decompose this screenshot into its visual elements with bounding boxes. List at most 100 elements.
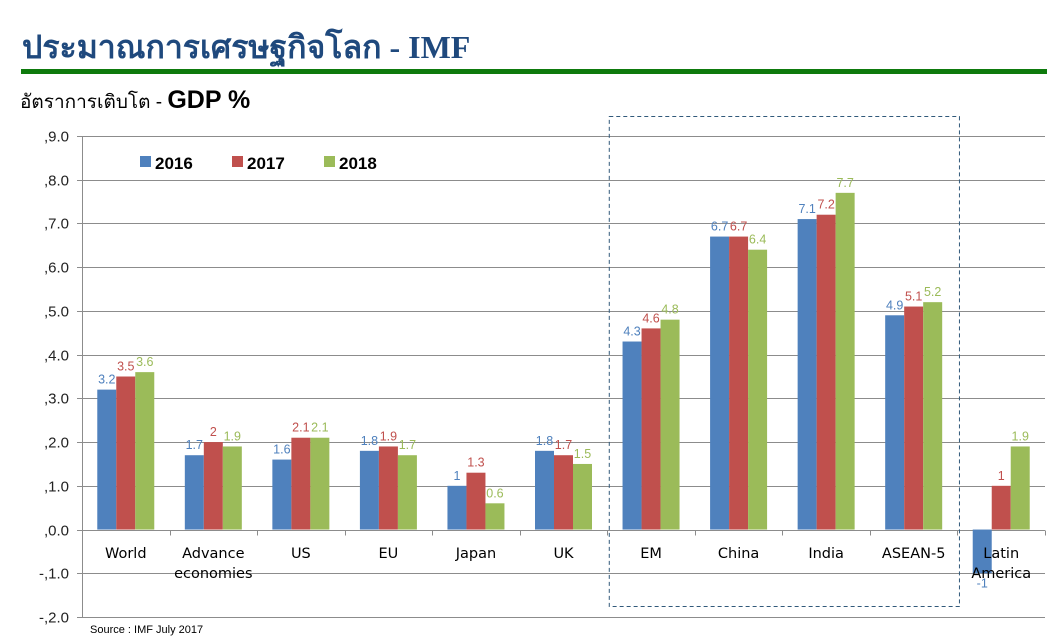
bars [97, 192, 1030, 574]
bar-2018 [748, 249, 768, 530]
subtitle-metric: GDP % [167, 86, 251, 114]
bar-2017 [378, 446, 398, 530]
bar-2017 [116, 376, 136, 530]
data-label-2018: 4.8 [661, 303, 678, 317]
data-label-2018: 1.9 [224, 429, 241, 443]
bar-2016 [535, 450, 554, 530]
bar-2017 [466, 472, 486, 530]
axes: -,2.0 -,1.0 ,0.0 ,1.0 ,2.0 ,3.0 ,4.0 ,5.0 ,6.0 ,7… [39, 129, 1046, 627]
data-label-2018: 1.9 [1012, 429, 1029, 443]
data-labels: 3.2 1.7 1.6 1.8 1 1.8 4.3 6.7 7.1 4.9 -1 3.5 2 2.1 1.9… [98, 176, 1029, 590]
source-note: Source : IMF July 2017 [90, 624, 204, 636]
category-label: US [291, 546, 311, 562]
data-label-2017: 1.7 [555, 438, 572, 452]
data-label-2017: 2.1 [292, 421, 309, 435]
bar-2017 [203, 442, 223, 530]
category-label: UK [553, 546, 574, 562]
legend-label-2018: 2018 [339, 154, 377, 173]
category-label: Latin [983, 546, 1019, 562]
data-label-2016: 3.2 [98, 373, 115, 387]
legend-swatch-2018 [324, 156, 335, 167]
legend-swatch-2017 [232, 156, 243, 167]
highlight-box-emerging [608, 116, 960, 607]
bar-2017 [641, 328, 661, 530]
subtitle-thai: อัตราการเติบโต - [20, 92, 168, 113]
y-tick-label: -,2.0 [39, 610, 69, 627]
category-label: World [105, 546, 147, 562]
category-label: EU [379, 546, 399, 562]
bar-2018 [835, 192, 855, 530]
bar-2016 [797, 219, 817, 530]
data-label-2017: 1.9 [380, 429, 397, 443]
category-label: America [971, 566, 1031, 582]
category-label: EM [640, 546, 662, 562]
highlight-box-layer [608, 116, 960, 607]
legend: 2016 2017 2018 [140, 154, 377, 173]
bar-2018 [660, 319, 680, 530]
legend-label-2017: 2017 [247, 154, 285, 173]
data-label-2017: 1.3 [467, 456, 484, 470]
category-label: China [718, 546, 759, 562]
data-label-2017: 3.5 [117, 360, 134, 374]
data-label-2016: 1.7 [186, 438, 203, 452]
data-label-2016: 1.8 [536, 434, 553, 448]
bar-2016 [885, 315, 905, 530]
bar-2017 [291, 437, 311, 530]
bar-2017 [816, 214, 836, 530]
bar-2018 [923, 302, 943, 530]
category-labels: World Advance economies US EU Japan UK EM China I… [105, 546, 1031, 582]
data-label-2016: 7.1 [798, 202, 815, 216]
data-label-2017: 5.1 [905, 290, 922, 304]
data-label-2016: 4.3 [623, 325, 640, 339]
y-tick-label: ,5.0 [44, 304, 69, 321]
bar-2016 [97, 389, 117, 530]
category-label: Advance [182, 546, 244, 562]
category-label: economies [174, 566, 252, 582]
bar-2016 [359, 450, 379, 530]
data-label-2018: 5.2 [924, 285, 941, 299]
bar-2018 [573, 463, 592, 530]
data-label-2018: 3.6 [136, 355, 153, 369]
bar-2018 [1010, 446, 1030, 530]
y-tick-label: ,7.0 [44, 216, 69, 233]
data-label-2018: 6.4 [749, 233, 766, 247]
y-tick-label: ,8.0 [44, 173, 69, 190]
data-label-2018: 7.7 [836, 176, 853, 190]
bar-2018 [397, 455, 417, 530]
bar-2018 [135, 372, 155, 530]
data-label-2018: 2.1 [311, 421, 328, 435]
legend-swatch-2016 [140, 156, 151, 167]
data-label-2016: 1 [453, 469, 460, 483]
category-label: Japan [455, 546, 496, 562]
data-label-2017: 4.6 [642, 311, 659, 325]
data-label-2016: 6.7 [711, 220, 728, 234]
bar-2018 [222, 446, 242, 530]
data-label-2018: 0.6 [486, 486, 503, 500]
y-tick-label: ,9.0 [44, 129, 69, 146]
bar-2017 [904, 306, 924, 530]
data-label-2017: 7.2 [817, 198, 834, 212]
bar-2016 [272, 459, 292, 530]
bar-2016 [447, 485, 467, 530]
data-label-2017: 2 [210, 425, 217, 439]
data-label-2018: 1.7 [399, 438, 416, 452]
data-label-2016: 4.9 [886, 298, 903, 312]
bar-2018 [485, 503, 505, 530]
y-tick-label: ,3.0 [44, 391, 69, 408]
legend-label-2016: 2016 [155, 154, 193, 173]
chart-subtitle: อัตราการเติบโต - GDP % [20, 86, 250, 117]
data-label-2016: -1 [977, 576, 988, 590]
bar-2018 [310, 437, 330, 530]
data-label-2016: 1.6 [273, 443, 290, 457]
y-tick-label: ,1.0 [44, 479, 69, 496]
data-label-2018: 1.5 [574, 447, 591, 461]
page-title: ประมาณการเศรษฐกิจโลก - IMF [22, 29, 471, 65]
y-tick-label: ,2.0 [44, 435, 69, 452]
data-label-2017: 6.7 [730, 220, 747, 234]
category-label: ASEAN-5 [882, 546, 946, 562]
bar-2016 [184, 455, 204, 530]
title-divider [21, 69, 1047, 74]
data-label-2017: 1 [998, 469, 1005, 483]
y-tick-label: ,0.0 [44, 523, 69, 540]
